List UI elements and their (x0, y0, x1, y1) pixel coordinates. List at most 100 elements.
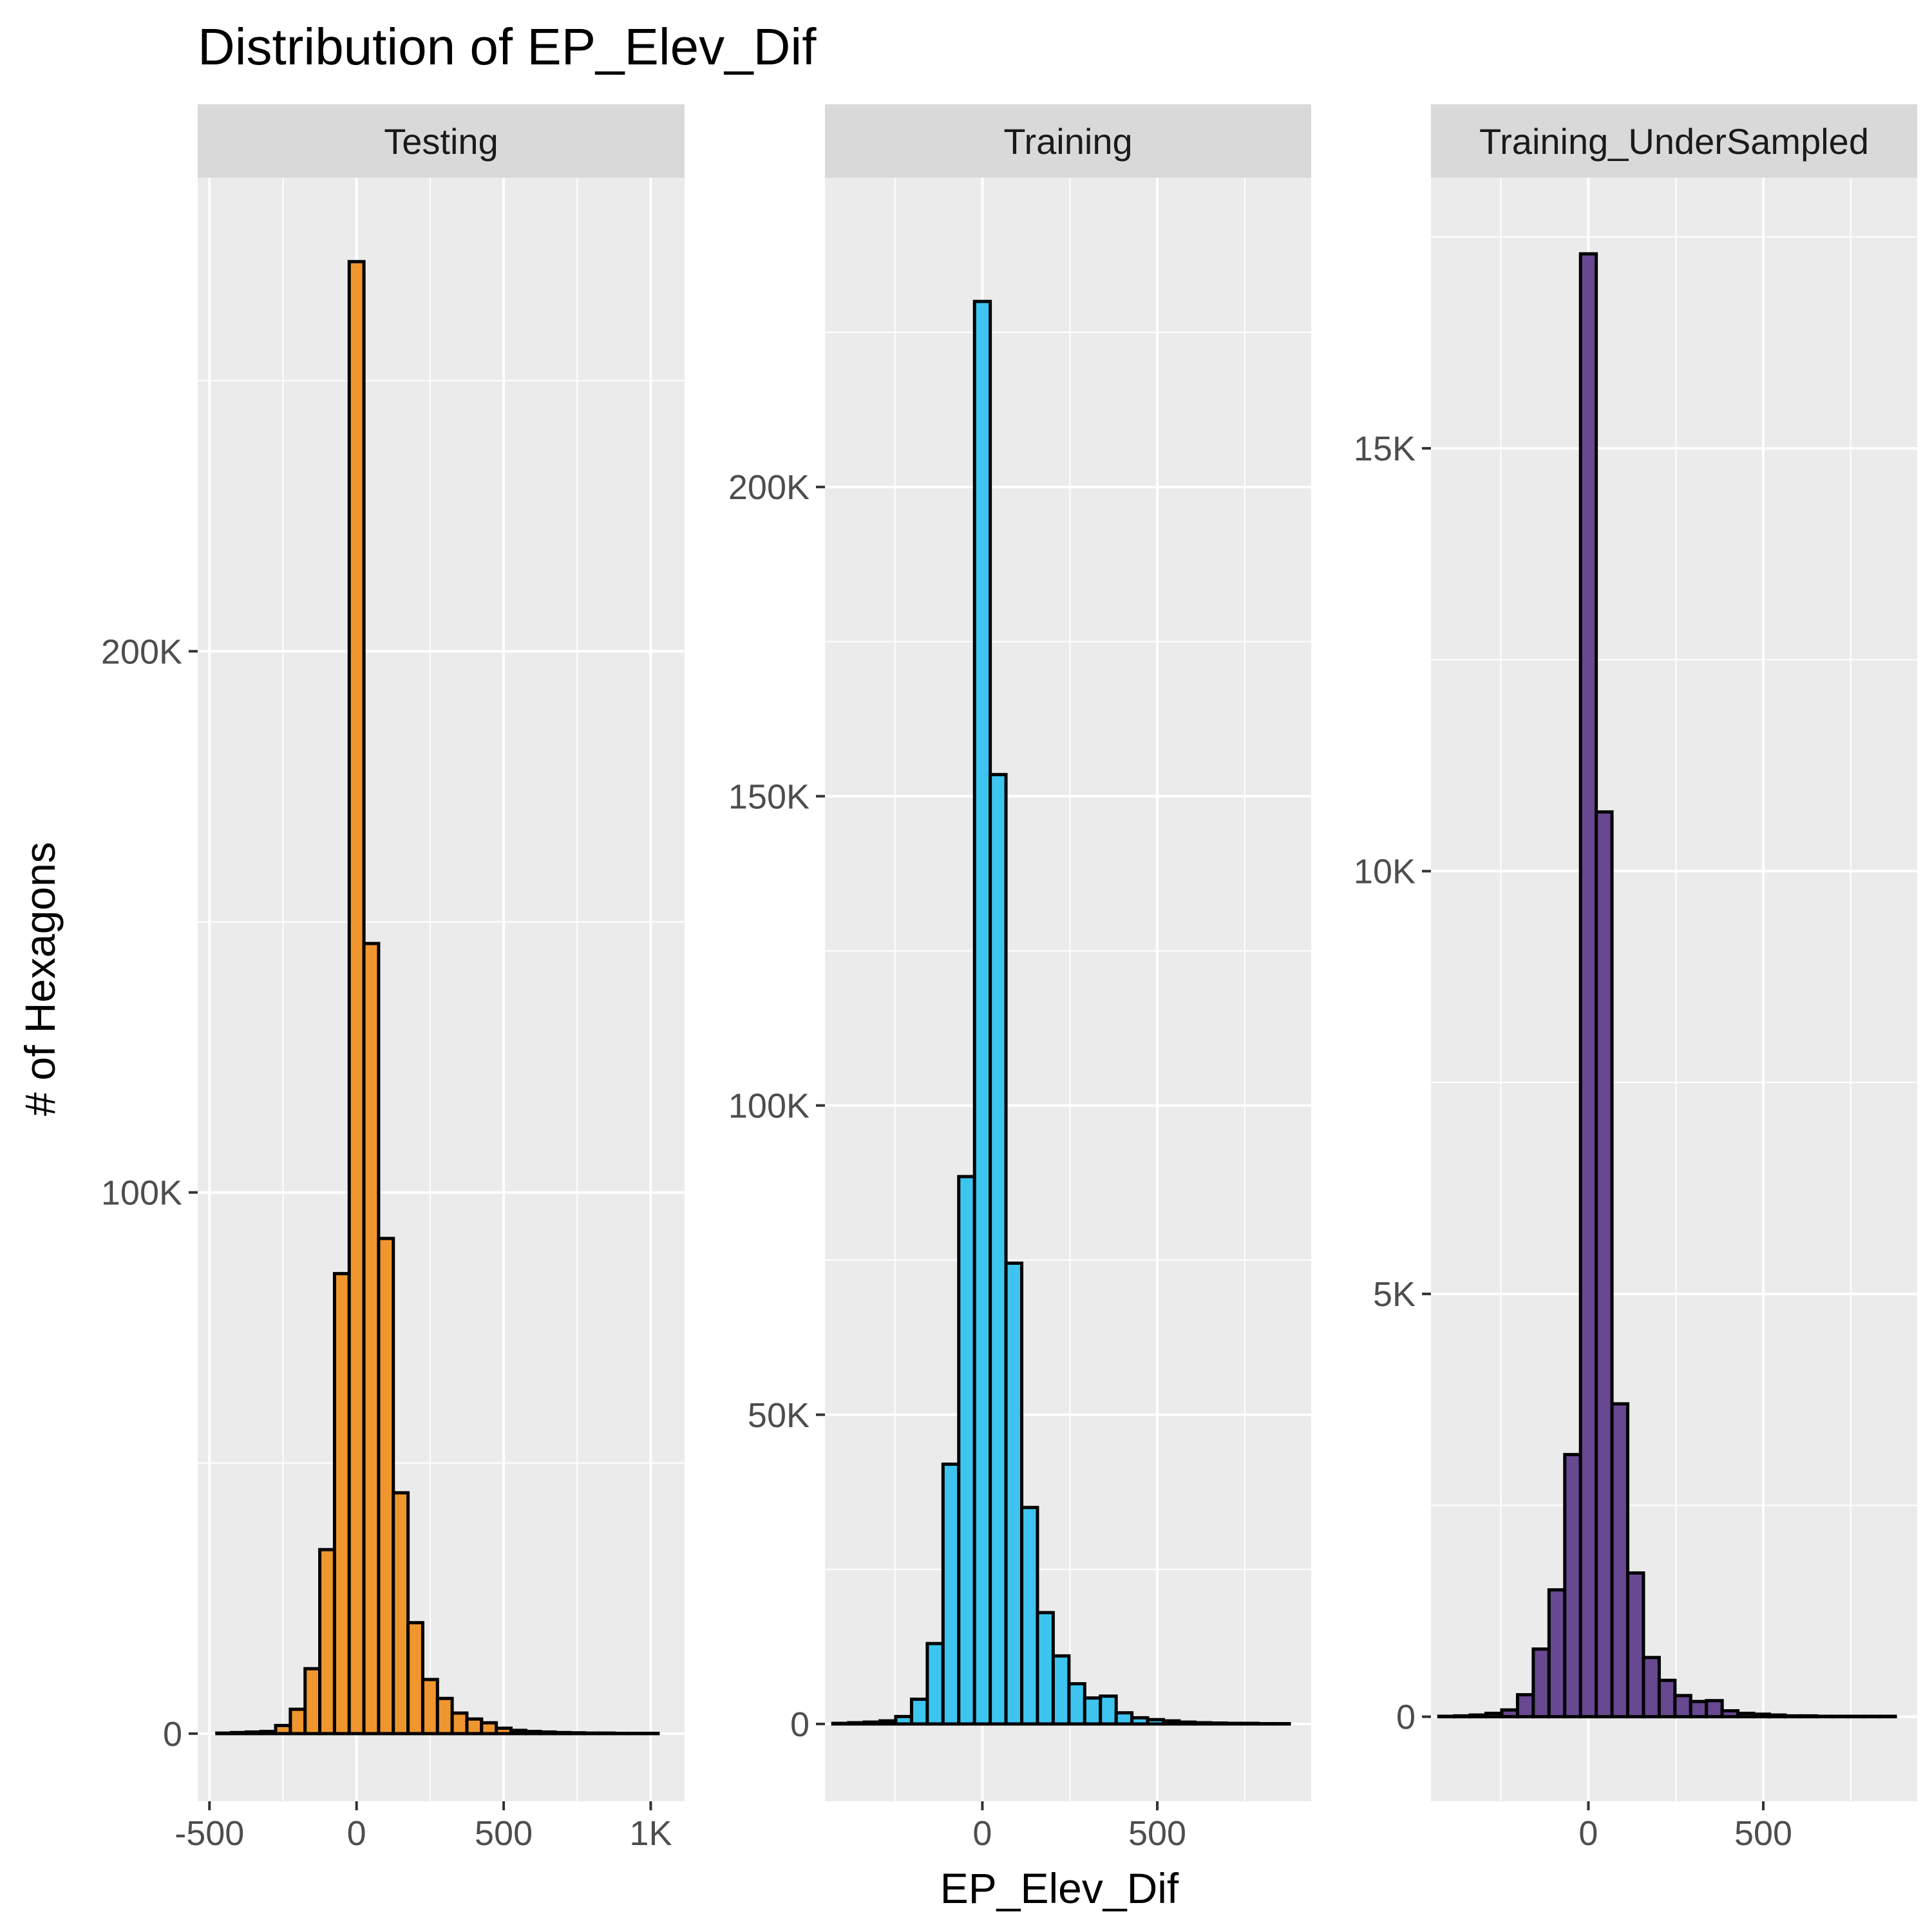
histogram-bar (568, 1731, 587, 1736)
histogram-bar (465, 1717, 484, 1736)
histogram-bar (1020, 1506, 1039, 1726)
histogram-bar (1610, 1402, 1630, 1719)
histogram-bar (435, 1696, 454, 1736)
histogram-bar (289, 1707, 307, 1736)
histogram-bar (230, 1730, 248, 1736)
histogram-bar (1224, 1721, 1244, 1726)
chart-title: Distribution of EP_Elev_Dif (198, 18, 817, 75)
facet-strip (825, 104, 1311, 178)
histogram-bar (392, 1491, 410, 1736)
x-tick-label: 0 (1578, 1814, 1598, 1853)
y-tick-label: 0 (790, 1705, 810, 1744)
histogram-bar (377, 1236, 395, 1736)
x-tick-label: 500 (1734, 1814, 1792, 1853)
x-tick-label: 1K (629, 1814, 672, 1853)
histogram-bar (1193, 1721, 1213, 1726)
y-tick-label: 5K (1373, 1275, 1416, 1314)
histogram-bar (421, 1678, 439, 1736)
histogram-bar (318, 1548, 336, 1736)
y-tick-label: 100K (101, 1174, 182, 1213)
histogram-bar (1114, 1711, 1134, 1726)
histogram-bar (1563, 1453, 1582, 1719)
panel-training: Training 0 50K 100K 150K 200K 0 500 (728, 104, 1311, 1853)
histogram-bar (1437, 1714, 1457, 1719)
histogram-bar (909, 1698, 929, 1726)
x-axis-title: EP_Elev_Dif (940, 1864, 1179, 1912)
histogram-bar (303, 1667, 322, 1736)
histogram-bar (1689, 1700, 1709, 1719)
histogram-bar (1162, 1719, 1181, 1726)
histogram-bar (1720, 1709, 1740, 1719)
histogram-bar (1830, 1714, 1850, 1719)
x-tick-label: 500 (1128, 1814, 1186, 1853)
histogram-bar (538, 1730, 557, 1736)
x-tick-label: 500 (475, 1814, 533, 1853)
histogram-bar (878, 1719, 898, 1726)
histogram-bar (1468, 1713, 1488, 1719)
facet-strip-label: Testing (384, 121, 498, 162)
histogram-bar (1862, 1714, 1882, 1719)
histogram-bar (1067, 1682, 1086, 1726)
histogram-bar (972, 299, 992, 1726)
histogram-bar (957, 1175, 976, 1726)
panel-background (1431, 178, 1917, 1801)
histogram-bar (1099, 1694, 1118, 1726)
histogram-bar (1484, 1711, 1504, 1719)
facet-strip (1431, 104, 1917, 178)
histogram-bar (1146, 1718, 1166, 1726)
histogram-bar (553, 1730, 572, 1736)
histogram-bar (1705, 1699, 1724, 1719)
histogram-bar (1547, 1588, 1567, 1719)
histogram-bar (406, 1621, 424, 1736)
histogram-bar (989, 773, 1008, 1726)
histogram-bar (274, 1723, 292, 1736)
y-tick-label: 0 (163, 1715, 182, 1754)
histogram-bar (1642, 1656, 1661, 1719)
histogram-bar (495, 1727, 513, 1736)
histogram-bar (1673, 1694, 1692, 1719)
histogram-bar (1595, 810, 1614, 1719)
y-tick-label: 200K (101, 632, 182, 671)
histogram-bar (1004, 1261, 1024, 1726)
panels-layer: Testing 0 100K 200K -500 0 500 1K Training 0 50K 10… (101, 104, 1917, 1853)
y-tick-label: 15K (1354, 430, 1416, 468)
histogram-bar (847, 1721, 866, 1726)
facet-strip-label: Training (1003, 121, 1132, 162)
y-tick-label: 50K (748, 1396, 810, 1435)
panel-training_undersampled: Training_UnderSampled 0 5K 10K 15K 0 500 (1354, 104, 1917, 1853)
histogram-bar (1626, 1571, 1645, 1719)
histogram-bar (1177, 1720, 1197, 1726)
histogram-bar (1209, 1721, 1228, 1726)
histogram-bar (450, 1711, 469, 1736)
y-tick-label: 200K (728, 468, 810, 507)
histogram-bar (925, 1642, 945, 1726)
histogram-bar (583, 1731, 601, 1736)
histogram-bar (831, 1721, 851, 1726)
histogram-bar (1083, 1696, 1103, 1726)
histogram-bar (894, 1714, 913, 1726)
histogram-bar (1878, 1714, 1897, 1719)
histogram-bar (1531, 1647, 1551, 1719)
histogram-bar (862, 1720, 882, 1726)
histogram-bar (1846, 1714, 1866, 1719)
histogram-bar (524, 1730, 542, 1736)
histogram-bar (347, 260, 366, 1736)
histogram-bar (362, 942, 381, 1736)
x-tick-label: 0 (347, 1814, 366, 1853)
histogram-bar (1051, 1654, 1071, 1726)
panel-background (825, 178, 1311, 1801)
histogram-bar (1036, 1611, 1055, 1726)
y-tick-label: 0 (1396, 1698, 1416, 1737)
y-tick-label: 10K (1354, 853, 1416, 891)
histogram-bar (1578, 252, 1598, 1719)
histogram-bar (259, 1730, 278, 1736)
histogram-bar (1815, 1714, 1834, 1719)
histogram-bar (1752, 1712, 1772, 1719)
x-tick-label: -500 (175, 1814, 244, 1853)
x-tick-label: 0 (972, 1814, 992, 1853)
histogram-bar (215, 1731, 234, 1736)
histogram-bar (332, 1272, 351, 1736)
histogram-bar (1500, 1708, 1519, 1719)
histogram-bar (1515, 1693, 1535, 1719)
